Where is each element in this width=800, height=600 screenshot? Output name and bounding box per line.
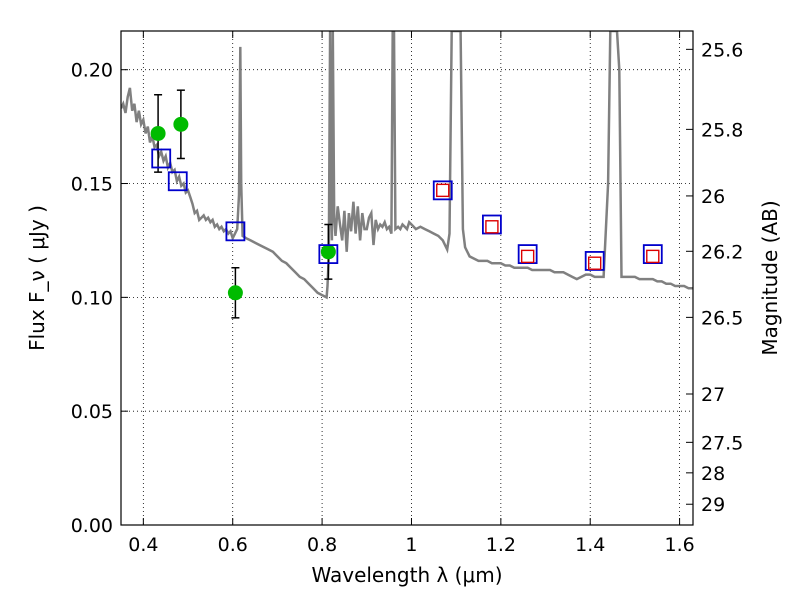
x-tick-label: 1.6 — [664, 534, 694, 556]
observed-flux-point — [150, 125, 166, 141]
y-right-tick-label: 26.5 — [701, 307, 743, 329]
x-tick-label: 1.2 — [486, 534, 516, 556]
x-tick-label: 0.8 — [307, 534, 337, 556]
observed-flux-point — [320, 244, 336, 260]
y-tick-label: 0.00 — [71, 515, 113, 537]
y-right-tick-label: 28 — [701, 463, 725, 485]
y-tick-label: 0.15 — [71, 174, 113, 196]
model-flux-square — [151, 148, 172, 169]
plot-area — [121, 31, 693, 300]
y-tick-label: 0.10 — [71, 287, 113, 309]
spectrum-line — [121, 31, 693, 300]
y-right-tick-label: 25.8 — [701, 119, 743, 141]
model-flux-square — [584, 251, 605, 271]
x-axis-label: Wavelength λ (μm) — [311, 563, 502, 587]
y-right-tick-label: 25.6 — [701, 39, 743, 61]
ir-flux-square — [485, 220, 499, 234]
model-flux-square — [517, 244, 538, 264]
model-flux-square — [642, 244, 663, 264]
x-tick-label: 1.4 — [575, 534, 605, 556]
model-flux-square — [225, 221, 246, 242]
model-flux-square — [432, 180, 453, 201]
y-right-tick-label: 29 — [701, 494, 725, 516]
x-tick-label: 0.4 — [128, 534, 158, 556]
ir-flux-square — [520, 249, 535, 264]
y-tick-label: 0.05 — [71, 401, 113, 423]
y-axis-right-label: Magnitude (AB) — [758, 200, 782, 355]
y-right-tick-label: 26 — [701, 186, 725, 208]
plot-frame — [120, 30, 694, 526]
model-flux-square — [318, 244, 339, 264]
ir-flux-square — [436, 183, 450, 198]
model-flux-square — [482, 214, 502, 235]
ir-flux-square — [587, 256, 602, 270]
y-right-tick-label: 26.2 — [701, 241, 743, 263]
ir-flux-square — [646, 249, 660, 264]
model-flux-square — [167, 171, 188, 192]
y-right-tick-label: 27.5 — [701, 432, 743, 454]
ticks: 0.4 0.6 0.8 1 1.2 1.4 1.6 0.00 0.05 0.10 0.15 0.20 2… — [71, 31, 743, 556]
x-tick-label: 1 — [405, 534, 417, 556]
y-tick-label: 0.20 — [71, 60, 113, 82]
y-right-tick-label: 27 — [701, 384, 725, 406]
markers — [150, 89, 663, 319]
observed-flux-point — [227, 285, 243, 301]
observed-flux-point — [173, 116, 189, 132]
x-tick-label: 0.6 — [218, 534, 248, 556]
y-axis-label: Flux F_ν ( μJy ) — [25, 205, 49, 351]
